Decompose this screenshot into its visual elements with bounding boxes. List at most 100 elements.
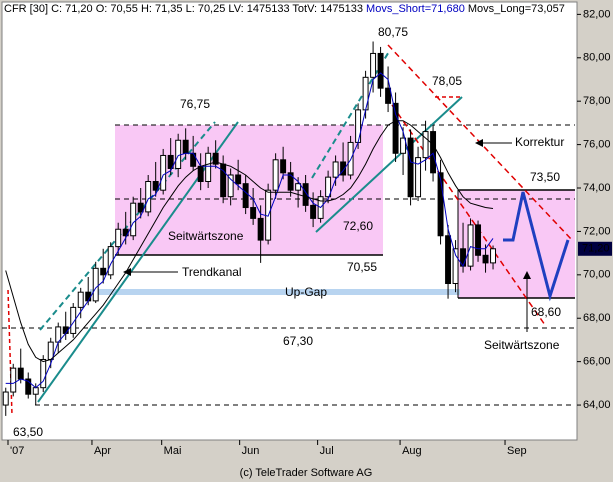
trend-line xyxy=(37,121,239,403)
candle-body xyxy=(490,248,497,264)
candle-body xyxy=(17,367,24,380)
annotation: 70,55 xyxy=(347,260,377,274)
candle-body xyxy=(445,235,452,285)
candle-body xyxy=(107,246,114,276)
candle-body xyxy=(482,254,489,264)
candle-body xyxy=(415,157,422,198)
y-tick-label: 70,00 xyxy=(583,269,611,281)
y-tick-label: 80,00 xyxy=(583,52,611,64)
candle-body xyxy=(385,87,392,104)
candle-body xyxy=(370,52,377,78)
x-tick-label: Sep xyxy=(507,445,527,457)
last-price-box xyxy=(578,241,612,256)
candle-body xyxy=(77,291,84,308)
annotation-shapes xyxy=(2,44,575,416)
candle-body xyxy=(10,367,17,393)
candle-body xyxy=(325,176,332,198)
x-tick-label: Aug xyxy=(402,445,422,457)
candle-body xyxy=(310,204,317,219)
y-tick-label: 66,00 xyxy=(583,356,611,368)
y-tick-label: 82,00 xyxy=(583,8,611,20)
candle-body xyxy=(355,109,362,143)
candle-body xyxy=(257,217,264,241)
candle-body xyxy=(145,180,152,213)
candle-body xyxy=(47,341,54,360)
candle-body xyxy=(302,183,309,206)
candle-body xyxy=(430,131,437,174)
candle-body xyxy=(212,152,219,165)
footer: (c) TeleTrader Software AG xyxy=(240,467,373,479)
candle-body xyxy=(137,202,144,213)
x-tick-label: '07 xyxy=(10,445,24,457)
y-tick-label: 72,00 xyxy=(583,225,611,237)
candle-body xyxy=(130,202,137,237)
legend-entry: Movs_Short=71,680 xyxy=(366,3,465,15)
trend-line xyxy=(311,49,391,179)
y-tick-label: 76,00 xyxy=(583,139,611,151)
candle-body xyxy=(205,152,212,182)
annotation: Up-Gap xyxy=(285,285,327,299)
annotation: Korrektur xyxy=(515,135,564,149)
ma-line xyxy=(5,120,494,363)
candle-body xyxy=(100,267,107,276)
candle-body xyxy=(332,161,339,178)
header: CFR [30] C: 71,20 O: 70,55 H: 71,35 L: 7… xyxy=(4,3,565,15)
annotation: Seitwärtszone xyxy=(168,229,244,243)
annotation-texts: 80,75 76,75 78,05 73,50 72,60 70,55 68,6… xyxy=(13,25,564,439)
projection xyxy=(503,191,570,302)
candle-body xyxy=(160,154,167,191)
candle-body xyxy=(190,152,197,167)
candle-body xyxy=(422,131,429,159)
candle-body xyxy=(407,137,414,198)
candle-body xyxy=(377,52,384,89)
candle-body xyxy=(272,159,279,191)
candle-body xyxy=(70,306,77,334)
annotation: 67,30 xyxy=(283,334,313,348)
candle-body xyxy=(287,172,294,191)
candle-body xyxy=(32,387,39,395)
annotation: Trendkanal xyxy=(182,265,242,279)
candle-body xyxy=(227,174,234,198)
candle-body xyxy=(197,165,204,182)
last-price-label: 71,20 xyxy=(582,243,610,255)
candle-body xyxy=(295,183,302,191)
chart-title: CFR [30] C: 71,20 O: 70,55 H: 71,35 L: 7… xyxy=(4,3,363,15)
candle-body xyxy=(92,267,99,302)
candle-body xyxy=(182,139,189,154)
x-tick-label: Jun xyxy=(242,445,260,457)
gap-band xyxy=(90,289,460,295)
candle-body xyxy=(152,180,159,191)
trend-line xyxy=(315,96,463,233)
candle-body xyxy=(242,183,249,209)
candle-body xyxy=(115,228,122,248)
trend-line xyxy=(39,121,216,331)
candle-body xyxy=(250,207,257,219)
candle-body xyxy=(85,291,92,302)
candle-body xyxy=(400,137,407,154)
candle-body xyxy=(175,139,182,169)
annotation: 73,50 xyxy=(530,170,560,184)
candle-body xyxy=(452,248,459,285)
candle-body xyxy=(467,224,474,267)
candle-body xyxy=(475,224,482,256)
annotation: 63,50 xyxy=(13,425,43,439)
annotation: 68,60 xyxy=(531,305,561,319)
candle-body xyxy=(280,159,287,174)
trend-line xyxy=(391,104,546,326)
candle-body xyxy=(437,172,444,237)
x-tick-label: Jul xyxy=(320,445,334,457)
annotation: 80,75 xyxy=(378,25,408,39)
candle-body xyxy=(392,102,399,154)
candle-body xyxy=(2,391,9,406)
annotation: Seitwärtszone xyxy=(484,338,560,352)
x-tick-label: Apr xyxy=(94,445,111,457)
candle-body xyxy=(40,358,47,389)
candle-body xyxy=(25,378,32,395)
y-tick-label: 74,00 xyxy=(583,182,611,194)
y-tick-label: 68,00 xyxy=(583,312,611,324)
legend-entry: Movs_Long=73,057 xyxy=(468,3,565,15)
candle-body xyxy=(340,161,347,176)
ma-line xyxy=(5,72,494,389)
annotation: 78,05 xyxy=(432,74,462,88)
